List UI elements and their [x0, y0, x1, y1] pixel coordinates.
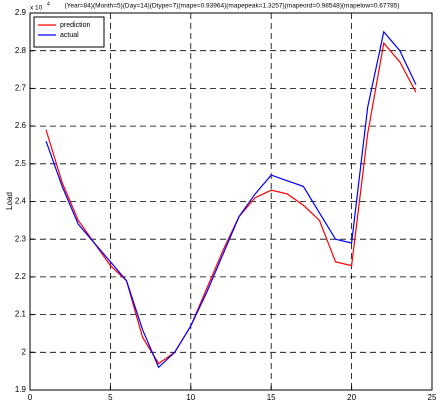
y-tick-label: 1.9 [15, 385, 27, 394]
y-tick-label: 2.8 [15, 46, 27, 55]
y-tick-label: 2 [22, 347, 27, 356]
y-tick-label: 2.2 [15, 272, 27, 281]
y-axis-label: Load [5, 192, 14, 210]
y-multiplier-exp: 4 [47, 1, 50, 7]
line-series [45, 30, 417, 369]
legend-label: actual [60, 32, 79, 39]
y-tick-label: 2.5 [15, 159, 27, 168]
chart-title: (Year=84)(Month=5)(Day=14)(Dtype=7)(mape… [64, 3, 399, 10]
x-tick-label: 0 [28, 393, 33, 401]
x-tick-label: 25 [428, 393, 437, 401]
y-tick-label: 2.3 [15, 234, 27, 243]
x-tick-label: 10 [186, 393, 195, 401]
y-tick-label: 2.4 [15, 197, 27, 206]
x-tick-label: 20 [347, 393, 356, 401]
line-series [45, 41, 417, 365]
y-tick-label: 2.9 [15, 8, 27, 17]
legend-box [33, 16, 105, 48]
y-tick-label: 2.1 [15, 310, 27, 319]
y-tick-label: 2.6 [15, 121, 27, 130]
y-multiplier: x 10 [30, 5, 43, 12]
x-tick-label: 5 [108, 393, 113, 401]
legend-label: prediction [60, 22, 90, 29]
x-tick-label: 15 [267, 393, 276, 401]
y-tick-label: 2.7 [15, 84, 27, 93]
